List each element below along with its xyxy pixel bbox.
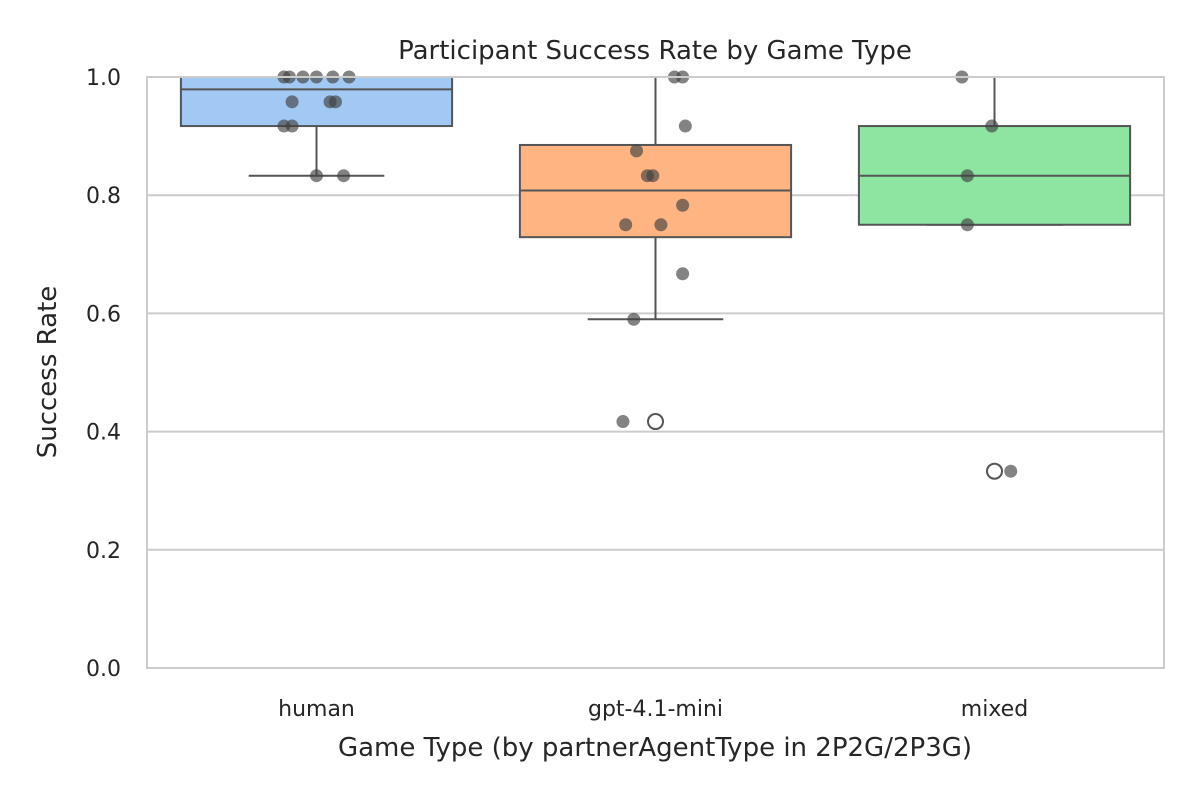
y-axis-label: Success Rate: [33, 286, 63, 459]
y-axis-ticks: 0.0 0.2 0.4 0.6 0.8 1.0: [86, 66, 121, 682]
data-point: [627, 312, 641, 326]
data-point: [328, 95, 342, 109]
outlier-marker: [986, 462, 1003, 480]
box-human: [179, 76, 454, 177]
y-tick-label: 0.6: [86, 302, 121, 327]
x-tick-label: human: [278, 697, 355, 722]
data-point: [678, 119, 692, 133]
data-point: [285, 119, 299, 133]
data-point: [960, 218, 974, 232]
x-tick-label: gpt-4.1-mini: [588, 697, 723, 722]
data-point: [630, 144, 644, 158]
data-point: [676, 198, 690, 212]
x-axis-ticks: human gpt-4.1-mini mixed: [278, 697, 1028, 722]
data-point: [654, 218, 668, 232]
data-point: [960, 169, 974, 183]
box-mixed: [857, 76, 1132, 480]
outlier-marker: [647, 413, 664, 431]
x-axis-label: Game Type (by partnerAgentType in 2P2G/2…: [338, 733, 972, 763]
y-tick-label: 0.2: [86, 539, 121, 564]
plot-frame: [146, 76, 1165, 669]
data-point: [646, 169, 660, 183]
x-tick-label: mixed: [961, 697, 1028, 722]
data-point: [1004, 464, 1018, 478]
y-tick-label: 0.0: [86, 657, 121, 682]
iqr-box: [179, 76, 454, 128]
data-point: [616, 415, 630, 429]
y-tick-label: 0.8: [86, 184, 121, 209]
y-tick-label: 0.4: [86, 421, 121, 446]
data-point: [337, 169, 351, 183]
chart-title: Participant Success Rate by Game Type: [398, 36, 912, 66]
data-point: [310, 169, 323, 183]
data-point: [676, 267, 690, 281]
data-point: [285, 95, 299, 109]
box-gpt-4.1-mini: [518, 76, 793, 431]
data-point: [619, 218, 633, 232]
y-tick-label: 1.0: [86, 66, 121, 91]
data-point: [985, 119, 999, 133]
boxes: [179, 76, 1132, 480]
data-points: [277, 70, 1018, 478]
